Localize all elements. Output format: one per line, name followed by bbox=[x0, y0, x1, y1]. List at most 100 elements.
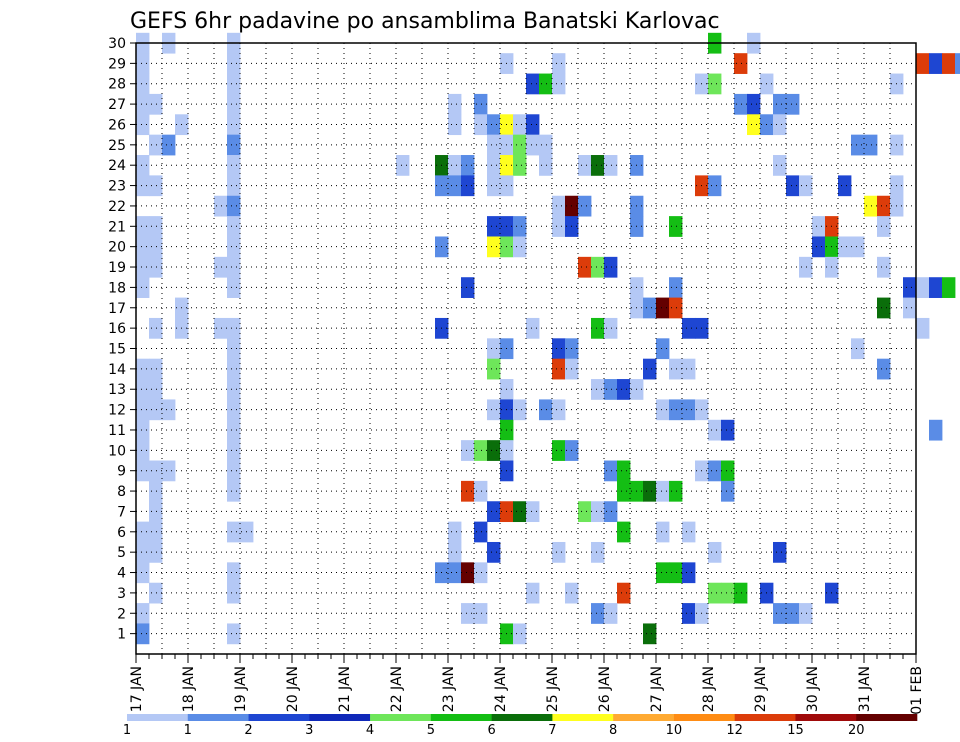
heatmap-cell bbox=[604, 501, 618, 523]
heatmap-cell bbox=[721, 460, 735, 482]
heatmap-cell bbox=[773, 93, 787, 115]
colorbar-segment bbox=[856, 714, 918, 721]
heatmap-cell bbox=[227, 480, 241, 502]
x-tick-label: 30 JAN bbox=[805, 666, 821, 712]
y-tick-label: 22 bbox=[108, 199, 126, 215]
heatmap-cell bbox=[578, 256, 592, 278]
heatmap-cell bbox=[227, 134, 241, 156]
heatmap-cell bbox=[604, 256, 618, 278]
heatmap-cell bbox=[669, 216, 683, 237]
y-axis: 1234567891011121314151617181920212223242… bbox=[108, 36, 136, 643]
heatmap-cell bbox=[656, 480, 670, 502]
heatmap-cell bbox=[838, 236, 852, 258]
y-tick-label: 13 bbox=[108, 382, 126, 398]
heatmap-cell bbox=[708, 175, 722, 197]
heatmap-cell bbox=[474, 440, 488, 461]
heatmap-cell bbox=[227, 338, 241, 360]
heatmap-cell bbox=[669, 277, 683, 298]
heatmap-cell bbox=[721, 480, 735, 502]
heatmap-cell bbox=[786, 175, 800, 197]
y-tick-label: 19 bbox=[108, 260, 126, 276]
heatmap-cell bbox=[513, 236, 527, 258]
heatmap-cell bbox=[617, 521, 631, 543]
heatmap-cell bbox=[669, 480, 683, 502]
heatmap-cell bbox=[916, 53, 930, 74]
heatmap-cell bbox=[136, 155, 150, 176]
heatmap-cell bbox=[656, 521, 670, 543]
y-tick-label: 7 bbox=[117, 504, 126, 520]
colorbar-label: 2 bbox=[244, 723, 252, 738]
heatmap-cell bbox=[227, 114, 241, 136]
heatmap-cell bbox=[708, 460, 722, 482]
colorbar-label: 12 bbox=[726, 723, 743, 738]
heatmap-cell bbox=[747, 114, 761, 136]
heatmap-cell bbox=[552, 195, 566, 217]
heatmap-cell bbox=[734, 582, 748, 604]
colorbar-segment bbox=[552, 714, 614, 721]
y-tick-label: 15 bbox=[108, 342, 126, 358]
heatmap-cell bbox=[487, 440, 501, 461]
colorbar-label: 15 bbox=[787, 723, 804, 738]
heatmap-cell bbox=[474, 114, 488, 136]
heatmap-cell bbox=[136, 175, 150, 197]
heatmap-cell bbox=[773, 155, 787, 176]
heatmap-cell bbox=[227, 582, 241, 604]
colorbar-segment bbox=[370, 714, 432, 721]
heatmap-cell bbox=[617, 379, 631, 400]
heatmap-cell bbox=[578, 195, 592, 217]
y-tick-label: 12 bbox=[108, 403, 126, 419]
heatmap-cell bbox=[149, 541, 163, 563]
heatmap-cell bbox=[656, 297, 670, 319]
heatmap-cell bbox=[227, 623, 241, 645]
heatmap-cell bbox=[708, 582, 722, 604]
y-tick-label: 10 bbox=[108, 443, 126, 459]
heatmap-cell bbox=[474, 93, 488, 115]
heatmap-cell bbox=[149, 501, 163, 523]
heatmap-cell bbox=[136, 93, 150, 115]
heatmap-cell bbox=[136, 236, 150, 258]
x-tick-label: 28 JAN bbox=[701, 666, 717, 712]
heatmap-cell bbox=[136, 73, 150, 95]
heatmap-cell bbox=[526, 134, 540, 156]
heatmap-cell bbox=[786, 603, 800, 624]
y-tick-label: 3 bbox=[117, 586, 126, 602]
x-tick-label: 24 JAN bbox=[493, 666, 509, 712]
heatmap-cell bbox=[136, 114, 150, 136]
heatmap-cell bbox=[162, 134, 176, 156]
heatmap-cell bbox=[773, 541, 787, 563]
y-tick-label: 2 bbox=[117, 606, 126, 622]
heatmap-cell bbox=[227, 53, 241, 74]
colorbar-segment bbox=[248, 714, 310, 721]
heatmap-cell bbox=[591, 501, 605, 523]
heatmap-cell bbox=[877, 297, 891, 319]
heatmap-cell bbox=[643, 297, 657, 319]
heatmap-cell bbox=[929, 53, 943, 74]
heatmap-cell bbox=[461, 603, 475, 624]
heatmap-cell bbox=[136, 216, 150, 237]
colorbar-segment bbox=[430, 714, 492, 721]
heatmap-cell bbox=[149, 358, 163, 380]
colorbar-label: 7 bbox=[548, 723, 556, 738]
heatmap-cell bbox=[227, 216, 241, 237]
heatmap-cell bbox=[669, 399, 683, 421]
heatmap-cell bbox=[487, 236, 501, 258]
heatmap-cell bbox=[474, 562, 488, 584]
x-tick-label: 29 JAN bbox=[753, 666, 769, 712]
y-tick-label: 8 bbox=[117, 484, 126, 500]
heatmap-cell bbox=[656, 399, 670, 421]
y-tick-label: 18 bbox=[108, 280, 126, 296]
x-tick-label: 27 JAN bbox=[649, 666, 665, 712]
chart-title: GEFS 6hr padavine po ansamblima Banatski… bbox=[130, 9, 720, 34]
heatmap-cell bbox=[227, 440, 241, 461]
x-tick-label: 01 FEB bbox=[909, 666, 925, 715]
heatmap-cell bbox=[227, 317, 241, 339]
heatmap-cell bbox=[526, 582, 540, 604]
heatmap-cell bbox=[955, 53, 960, 74]
heatmap-cell bbox=[591, 379, 605, 400]
heatmap-cell bbox=[643, 480, 657, 502]
heatmap-cell bbox=[227, 460, 241, 482]
heatmap-cell bbox=[591, 155, 605, 176]
heatmap-cell bbox=[136, 419, 150, 441]
heatmap-cell bbox=[734, 93, 748, 115]
colorbar-label: 1 bbox=[123, 723, 131, 738]
